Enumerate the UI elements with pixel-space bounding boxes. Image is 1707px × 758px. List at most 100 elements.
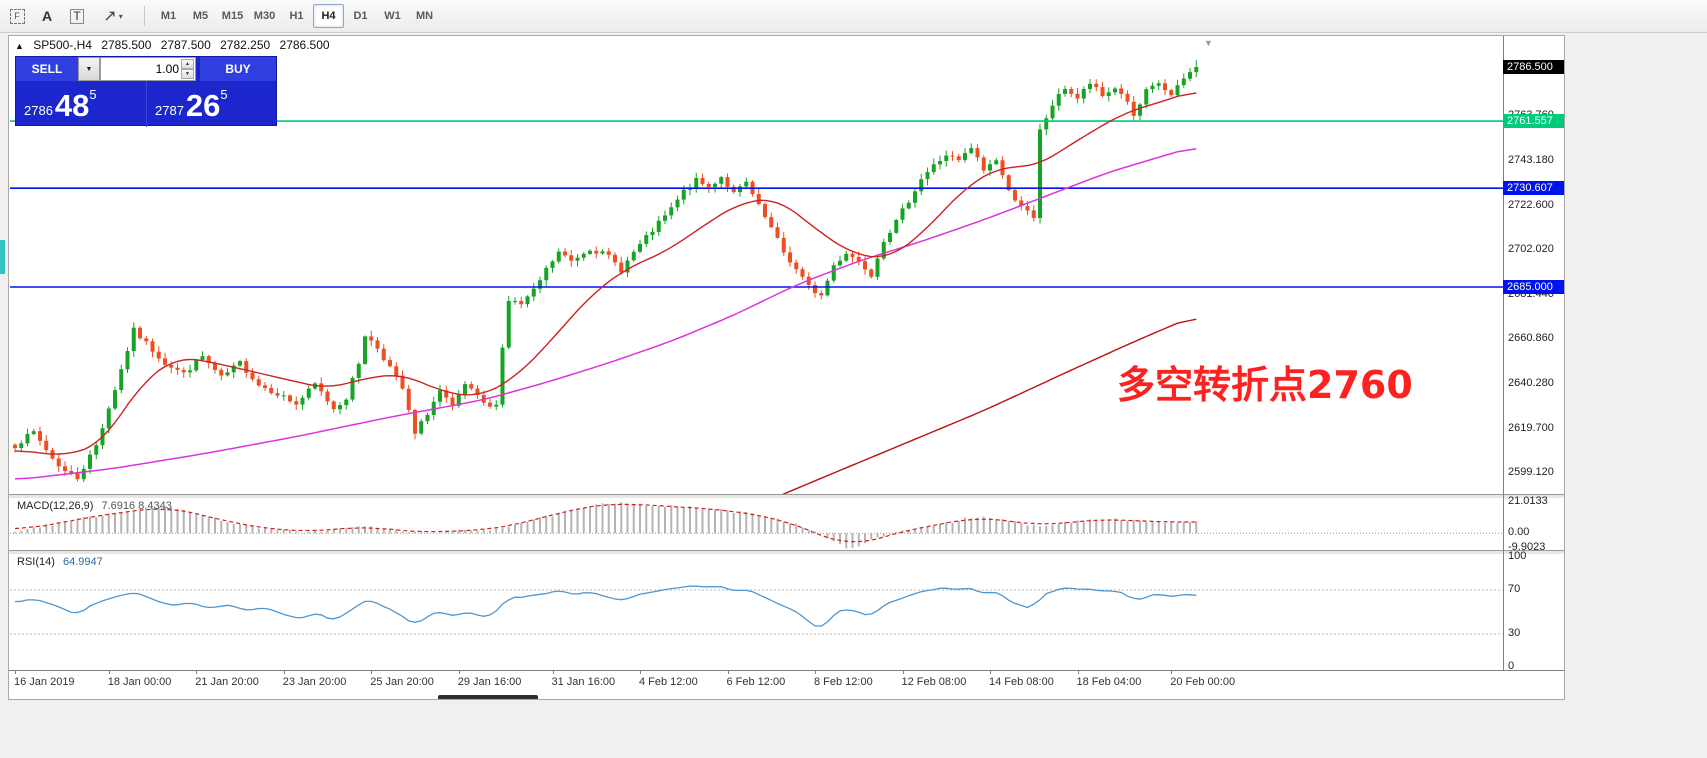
buy-price[interactable]: 2787 26 5 (146, 81, 276, 127)
sell-button[interactable]: SELL (16, 57, 78, 81)
time-axis-label: 14 Feb 08:00 (989, 676, 1054, 688)
time-axis-label: 29 Jan 16:00 (457, 676, 522, 688)
trade-prices-row: 2786 48 5 2787 26 5 (16, 81, 276, 127)
macd-values: 7.6916 8.4343 (101, 500, 172, 512)
buy-price-prefix: 2787 (155, 103, 184, 118)
timeframe-button-w1[interactable]: W1 (377, 4, 408, 28)
price-axis-label: 2702.020 (1508, 243, 1554, 256)
chart-scroll-marker-icon[interactable]: ▼ (1204, 38, 1213, 48)
time-axis-label: 25 Jan 20:00 (370, 676, 434, 688)
text-box-icon: T (70, 8, 84, 24)
volume-field[interactable]: 1.00 ▲ ▼ (100, 57, 196, 81)
hline-price-tag[interactable]: 2685.000 (1503, 280, 1564, 295)
buy-price-point: 5 (220, 87, 228, 102)
time-axis-tick (552, 671, 554, 674)
toolbar: F A T ↗ ▾ M1 M5 M15 M30 H1 H4 D1 W1 MN (0, 0, 1707, 33)
macd-axis-label: 0.00 (1508, 526, 1530, 539)
time-axis-tick (15, 671, 16, 674)
time-axis-label: 20 Feb 00:00 (1170, 676, 1236, 688)
chart-ohlc-header: ▲ SP500-,H4 2785.500 2787.500 2782.250 2… (15, 38, 336, 52)
current-price-tag: 2786.500 (1503, 60, 1564, 74)
close-value: 2786.500 (279, 38, 330, 52)
time-axis-tick (1171, 671, 1173, 674)
open-value: 2785.500 (101, 38, 152, 52)
rsi-name: RSI(14) (17, 556, 55, 568)
time-axis-label: 8 Feb 12:00 (814, 676, 873, 688)
rsi-axis-label: 100 (1508, 550, 1527, 562)
text-box-tool-button[interactable]: T (64, 4, 90, 28)
rsi-label: RSI(14) 64.9947 (17, 556, 103, 568)
toolbar-separator (144, 6, 145, 26)
price-axis-label: 2640.280 (1508, 376, 1554, 389)
text-label-tool-button[interactable]: A (34, 4, 60, 28)
timeframe-button-d1[interactable]: D1 (345, 4, 376, 28)
time-axis-label: 12 Feb 08:00 (901, 676, 967, 688)
symbol-marker-icon: ▲ (15, 41, 24, 51)
hline-price-tag[interactable]: 2730.607 (1503, 181, 1564, 196)
window-edge-accent (0, 240, 5, 274)
high-value: 2787.500 (160, 38, 211, 52)
macd-name: MACD(12,26,9) (17, 500, 94, 512)
price-axis-label: 2722.600 (1508, 198, 1554, 211)
rsi-axis-label: 30 (1508, 627, 1521, 639)
time-axis-tick (458, 671, 460, 674)
chevron-down-icon: ▾ (118, 11, 123, 21)
time-axis-tick (108, 671, 110, 674)
timeframe-button-h1[interactable]: H1 (281, 4, 312, 28)
price-axis-label: 2619.700 (1508, 421, 1554, 434)
rsi-axis-label: 0 (1508, 660, 1515, 672)
time-axis-label: 23 Jan 20:00 (282, 676, 347, 688)
macd-axis-label: 21.0133 (1508, 495, 1548, 507)
macd-axis-label: -9.9023 (1508, 541, 1546, 554)
chart-text-annotation[interactable]: 多空转折点2760 (1117, 363, 1413, 407)
timeframe-button-m5[interactable]: M5 (185, 4, 216, 28)
time-axis-tick (640, 671, 641, 674)
timeframe-button-h4[interactable]: H4 (313, 4, 344, 28)
timeframe-group: M1 M5 M15 M30 H1 H4 D1 W1 MN (153, 4, 441, 28)
volume-dropdown-button[interactable]: ▼ (78, 57, 100, 81)
macd-label: MACD(12,26,9) 7.6916 8.4343 (17, 500, 172, 512)
time-axis-label: 6 Feb 12:00 (726, 676, 786, 688)
dashed-frame-icon: F (9, 8, 25, 24)
price-axis-label: 2599.120 (1508, 466, 1554, 479)
time-axis-label: 21 Jan 20:00 (195, 676, 259, 688)
price-axis-label: 2743.180 (1508, 153, 1554, 166)
main-chart-canvas[interactable] (10, 38, 1503, 494)
sell-price-point: 5 (89, 87, 97, 102)
text-label-icon: A (41, 8, 53, 24)
time-axis-tick (283, 671, 285, 674)
symbol-period-label: SP500-,H4 (33, 38, 92, 52)
selection-frame-tool-button[interactable]: F (4, 4, 30, 28)
sell-price[interactable]: 2786 48 5 (16, 81, 146, 127)
buy-button[interactable]: BUY (200, 57, 276, 81)
horizontal-scrollbar[interactable] (438, 695, 538, 699)
rsi-axis-label: 70 (1508, 583, 1521, 595)
timeframe-button-m15[interactable]: M15 (217, 4, 248, 28)
time-axis-tick (727, 671, 729, 674)
time-axis-tick (371, 671, 373, 674)
time-axis-tick (902, 671, 904, 674)
time-axis-tick (815, 671, 816, 674)
timeframe-button-m1[interactable]: M1 (153, 4, 184, 28)
time-axis-tick (1077, 671, 1079, 674)
hline-price-tag[interactable]: 2761.557 (1503, 114, 1564, 129)
volume-decrease-button[interactable]: ▼ (181, 69, 194, 79)
timeframe-button-m30[interactable]: M30 (249, 4, 280, 28)
sell-price-prefix: 2786 (24, 103, 53, 118)
trade-controls-row: SELL ▼ 1.00 ▲ ▼ BUY (16, 57, 276, 81)
one-click-trading-panel: SELL ▼ 1.00 ▲ ▼ BUY 2786 48 5 2787 26 5 (15, 56, 277, 127)
arrow-object-icon: ↗ (103, 8, 117, 25)
macd-indicator-canvas (10, 502, 1503, 549)
sell-price-pips: 48 (54, 88, 90, 123)
time-axis-label: 18 Jan 00:00 (107, 676, 172, 688)
timeframe-button-mn[interactable]: MN (409, 4, 440, 28)
rsi-indicator-canvas (10, 585, 1503, 635)
volume-increase-button[interactable]: ▲ (181, 59, 194, 69)
objects-tool-button[interactable]: ↗ ▾ (94, 4, 132, 28)
time-axis-tick (990, 671, 991, 674)
time-axis-label: 31 Jan 16:00 (551, 676, 616, 688)
panel-splitter[interactable] (9, 550, 1564, 554)
panel-splitter[interactable] (9, 494, 1564, 498)
time-axis-tick (196, 671, 198, 674)
volume-value: 1.00 (155, 62, 179, 76)
